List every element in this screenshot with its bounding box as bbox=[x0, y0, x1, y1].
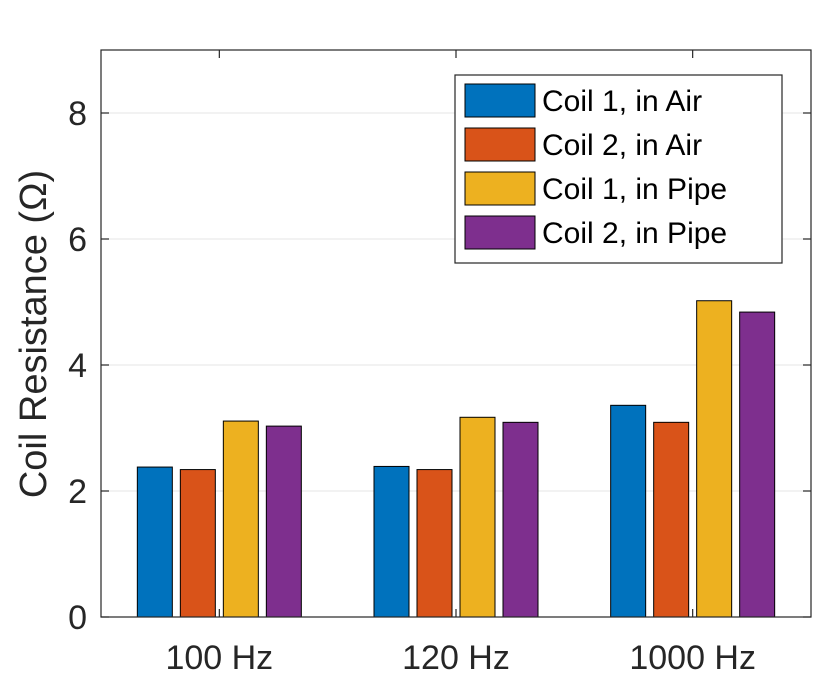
legend: Coil 1, in Air Coil 2, in Air Coil 1, in P… bbox=[454, 74, 783, 264]
bar-3-3 bbox=[696, 300, 733, 618]
bar-1-3 bbox=[610, 404, 647, 618]
bar-4-3 bbox=[739, 311, 776, 618]
bar-2-3 bbox=[653, 421, 690, 618]
bar-4-2 bbox=[502, 421, 539, 618]
legend-swatch-2 bbox=[464, 127, 536, 162]
x-tick-label-2: 1000 Hz bbox=[629, 639, 756, 677]
legend-swatch-3 bbox=[464, 171, 536, 206]
bar-2-2 bbox=[416, 469, 453, 618]
y-tick-label-3: 6 bbox=[68, 221, 87, 259]
bar-2-1 bbox=[179, 469, 216, 618]
bar-3-1 bbox=[222, 420, 259, 618]
y-tick-label-4: 8 bbox=[68, 95, 87, 133]
legend-label-3: Coil 1, in Pipe bbox=[542, 173, 727, 206]
bar-3-2 bbox=[459, 416, 496, 618]
bar-1-2 bbox=[373, 465, 410, 618]
y-axis-label: Coil Resistance (Ω) bbox=[13, 170, 55, 498]
legend-swatch-1 bbox=[464, 83, 536, 118]
axes bbox=[100, 49, 812, 618]
legend-label-1: Coil 1, in Air bbox=[542, 85, 702, 118]
legend-label-2: Coil 2, in Air bbox=[542, 129, 702, 162]
bar-1-1 bbox=[136, 466, 173, 618]
y-tick-label-1: 2 bbox=[68, 473, 87, 511]
x-tick-label-0: 100 Hz bbox=[165, 639, 273, 677]
y-tick-label-0: 0 bbox=[68, 599, 87, 637]
legend-swatch-4 bbox=[464, 215, 536, 250]
x-tick-label-1: 120 Hz bbox=[402, 639, 510, 677]
bar-4-1 bbox=[265, 425, 302, 618]
bars bbox=[136, 300, 776, 618]
tick-labels: 0 2 4 6 8 100 Hz 120 Hz 1000 Hz bbox=[68, 95, 756, 677]
legend-label-4: Coil 2, in Pipe bbox=[542, 217, 727, 250]
y-tick-label-2: 4 bbox=[68, 347, 87, 385]
